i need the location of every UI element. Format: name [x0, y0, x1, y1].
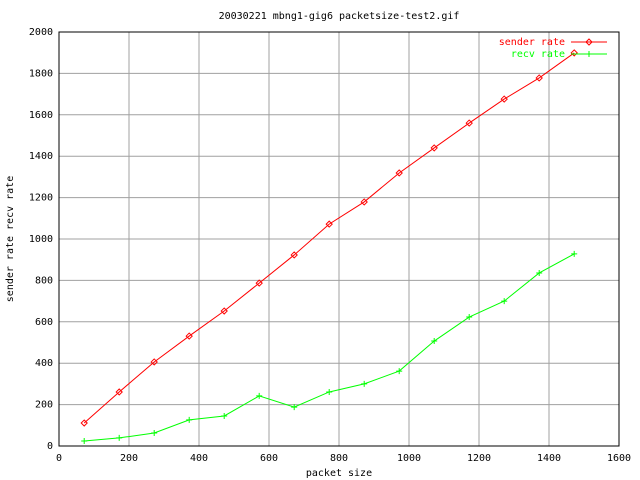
point	[431, 338, 438, 345]
y-tick-label: 600	[35, 317, 53, 328]
point	[325, 220, 333, 228]
point	[501, 298, 508, 305]
y-axis-label: sender rate recv rate	[5, 176, 16, 302]
point	[81, 438, 88, 445]
point	[185, 332, 193, 340]
y-tick-label: 1000	[29, 234, 53, 245]
point	[80, 419, 88, 427]
x-tick-label: 1400	[537, 453, 561, 464]
point	[396, 368, 403, 375]
point	[290, 251, 298, 259]
legend-label: recv rate	[511, 49, 565, 60]
point	[151, 429, 158, 436]
point	[395, 169, 403, 177]
y-tick-label: 1800	[29, 68, 53, 79]
x-tick-label: 1600	[607, 453, 631, 464]
point	[500, 95, 508, 103]
x-tick-label: 1200	[467, 453, 491, 464]
point	[571, 250, 578, 257]
x-tick-label: 600	[260, 453, 278, 464]
y-tick-label: 1600	[29, 110, 53, 121]
point	[221, 412, 228, 419]
y-tick-label: 1200	[29, 193, 53, 204]
x-tick-label: 1000	[397, 453, 421, 464]
chart-title: 20030221 mbng1-gig6 packetsize-test2.gif	[219, 11, 460, 22]
point	[535, 74, 543, 82]
y-tick-label: 200	[35, 400, 53, 411]
legend-marker	[585, 38, 593, 46]
point	[430, 144, 438, 152]
point	[465, 119, 473, 127]
point	[466, 314, 473, 321]
y-tick-label: 800	[35, 275, 53, 286]
point	[116, 434, 123, 441]
x-tick-label: 200	[120, 453, 138, 464]
point	[150, 358, 158, 366]
point	[186, 416, 193, 423]
legend-marker	[586, 51, 592, 57]
point	[360, 198, 368, 206]
point	[115, 388, 123, 396]
y-tick-label: 1400	[29, 151, 53, 162]
point	[256, 392, 263, 399]
x-tick-label: 0	[56, 453, 62, 464]
x-tick-label: 800	[330, 453, 348, 464]
plot-border	[58, 31, 620, 447]
x-axis-label: packet size	[306, 468, 372, 479]
series-line	[84, 253, 575, 442]
point	[255, 279, 263, 287]
point	[570, 49, 578, 57]
y-tick-label: 2000	[29, 27, 53, 38]
point	[220, 307, 228, 315]
series-line	[83, 52, 575, 424]
point	[361, 380, 368, 387]
legend-label: sender rate	[499, 37, 565, 48]
x-tick-label: 400	[190, 453, 208, 464]
point	[326, 388, 333, 395]
y-tick-label: 400	[35, 358, 53, 369]
point	[291, 404, 298, 411]
point	[536, 269, 543, 276]
y-tick-label: 0	[47, 441, 53, 452]
